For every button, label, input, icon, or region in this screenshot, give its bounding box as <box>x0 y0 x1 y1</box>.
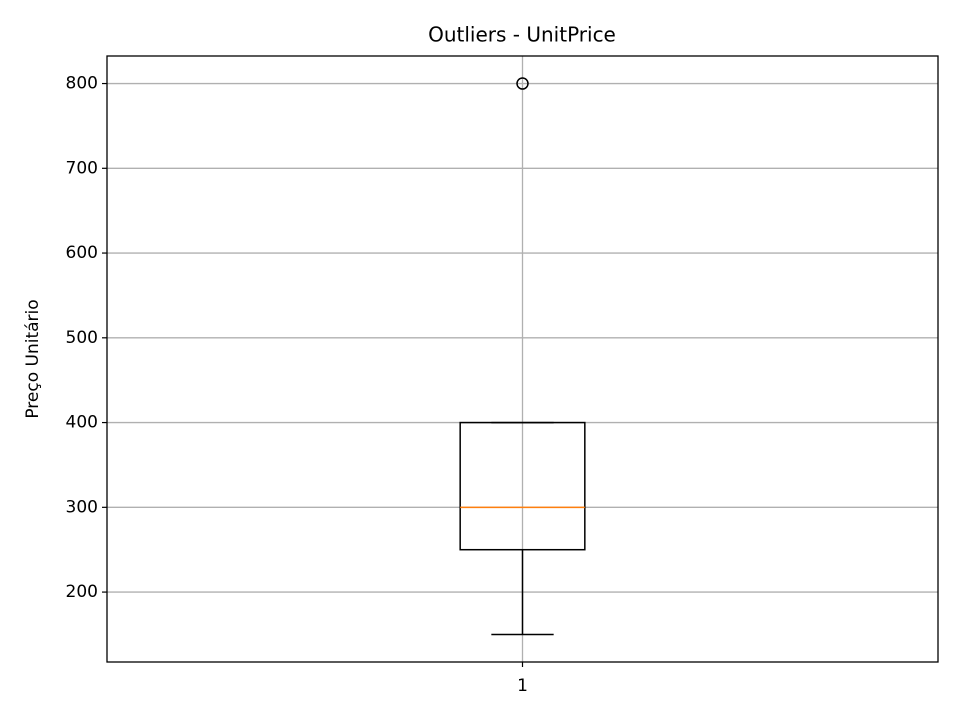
flier <box>516 77 529 90</box>
y-tick-label: 500 <box>66 328 98 348</box>
y-tick-label: 600 <box>66 243 98 263</box>
plot-frame <box>106 55 939 663</box>
box <box>459 421 586 551</box>
y-tick-label: 300 <box>66 497 98 517</box>
y-tick-label: 200 <box>66 582 98 602</box>
y-tick-label: 800 <box>66 74 98 94</box>
x-tick-label: 1 <box>517 676 528 696</box>
y-tick-label: 700 <box>66 158 98 178</box>
y-axis-label: Preço Unitário <box>23 299 43 418</box>
chart-title: Outliers - UnitPrice <box>428 23 616 47</box>
y-tick-label: 400 <box>66 413 98 433</box>
